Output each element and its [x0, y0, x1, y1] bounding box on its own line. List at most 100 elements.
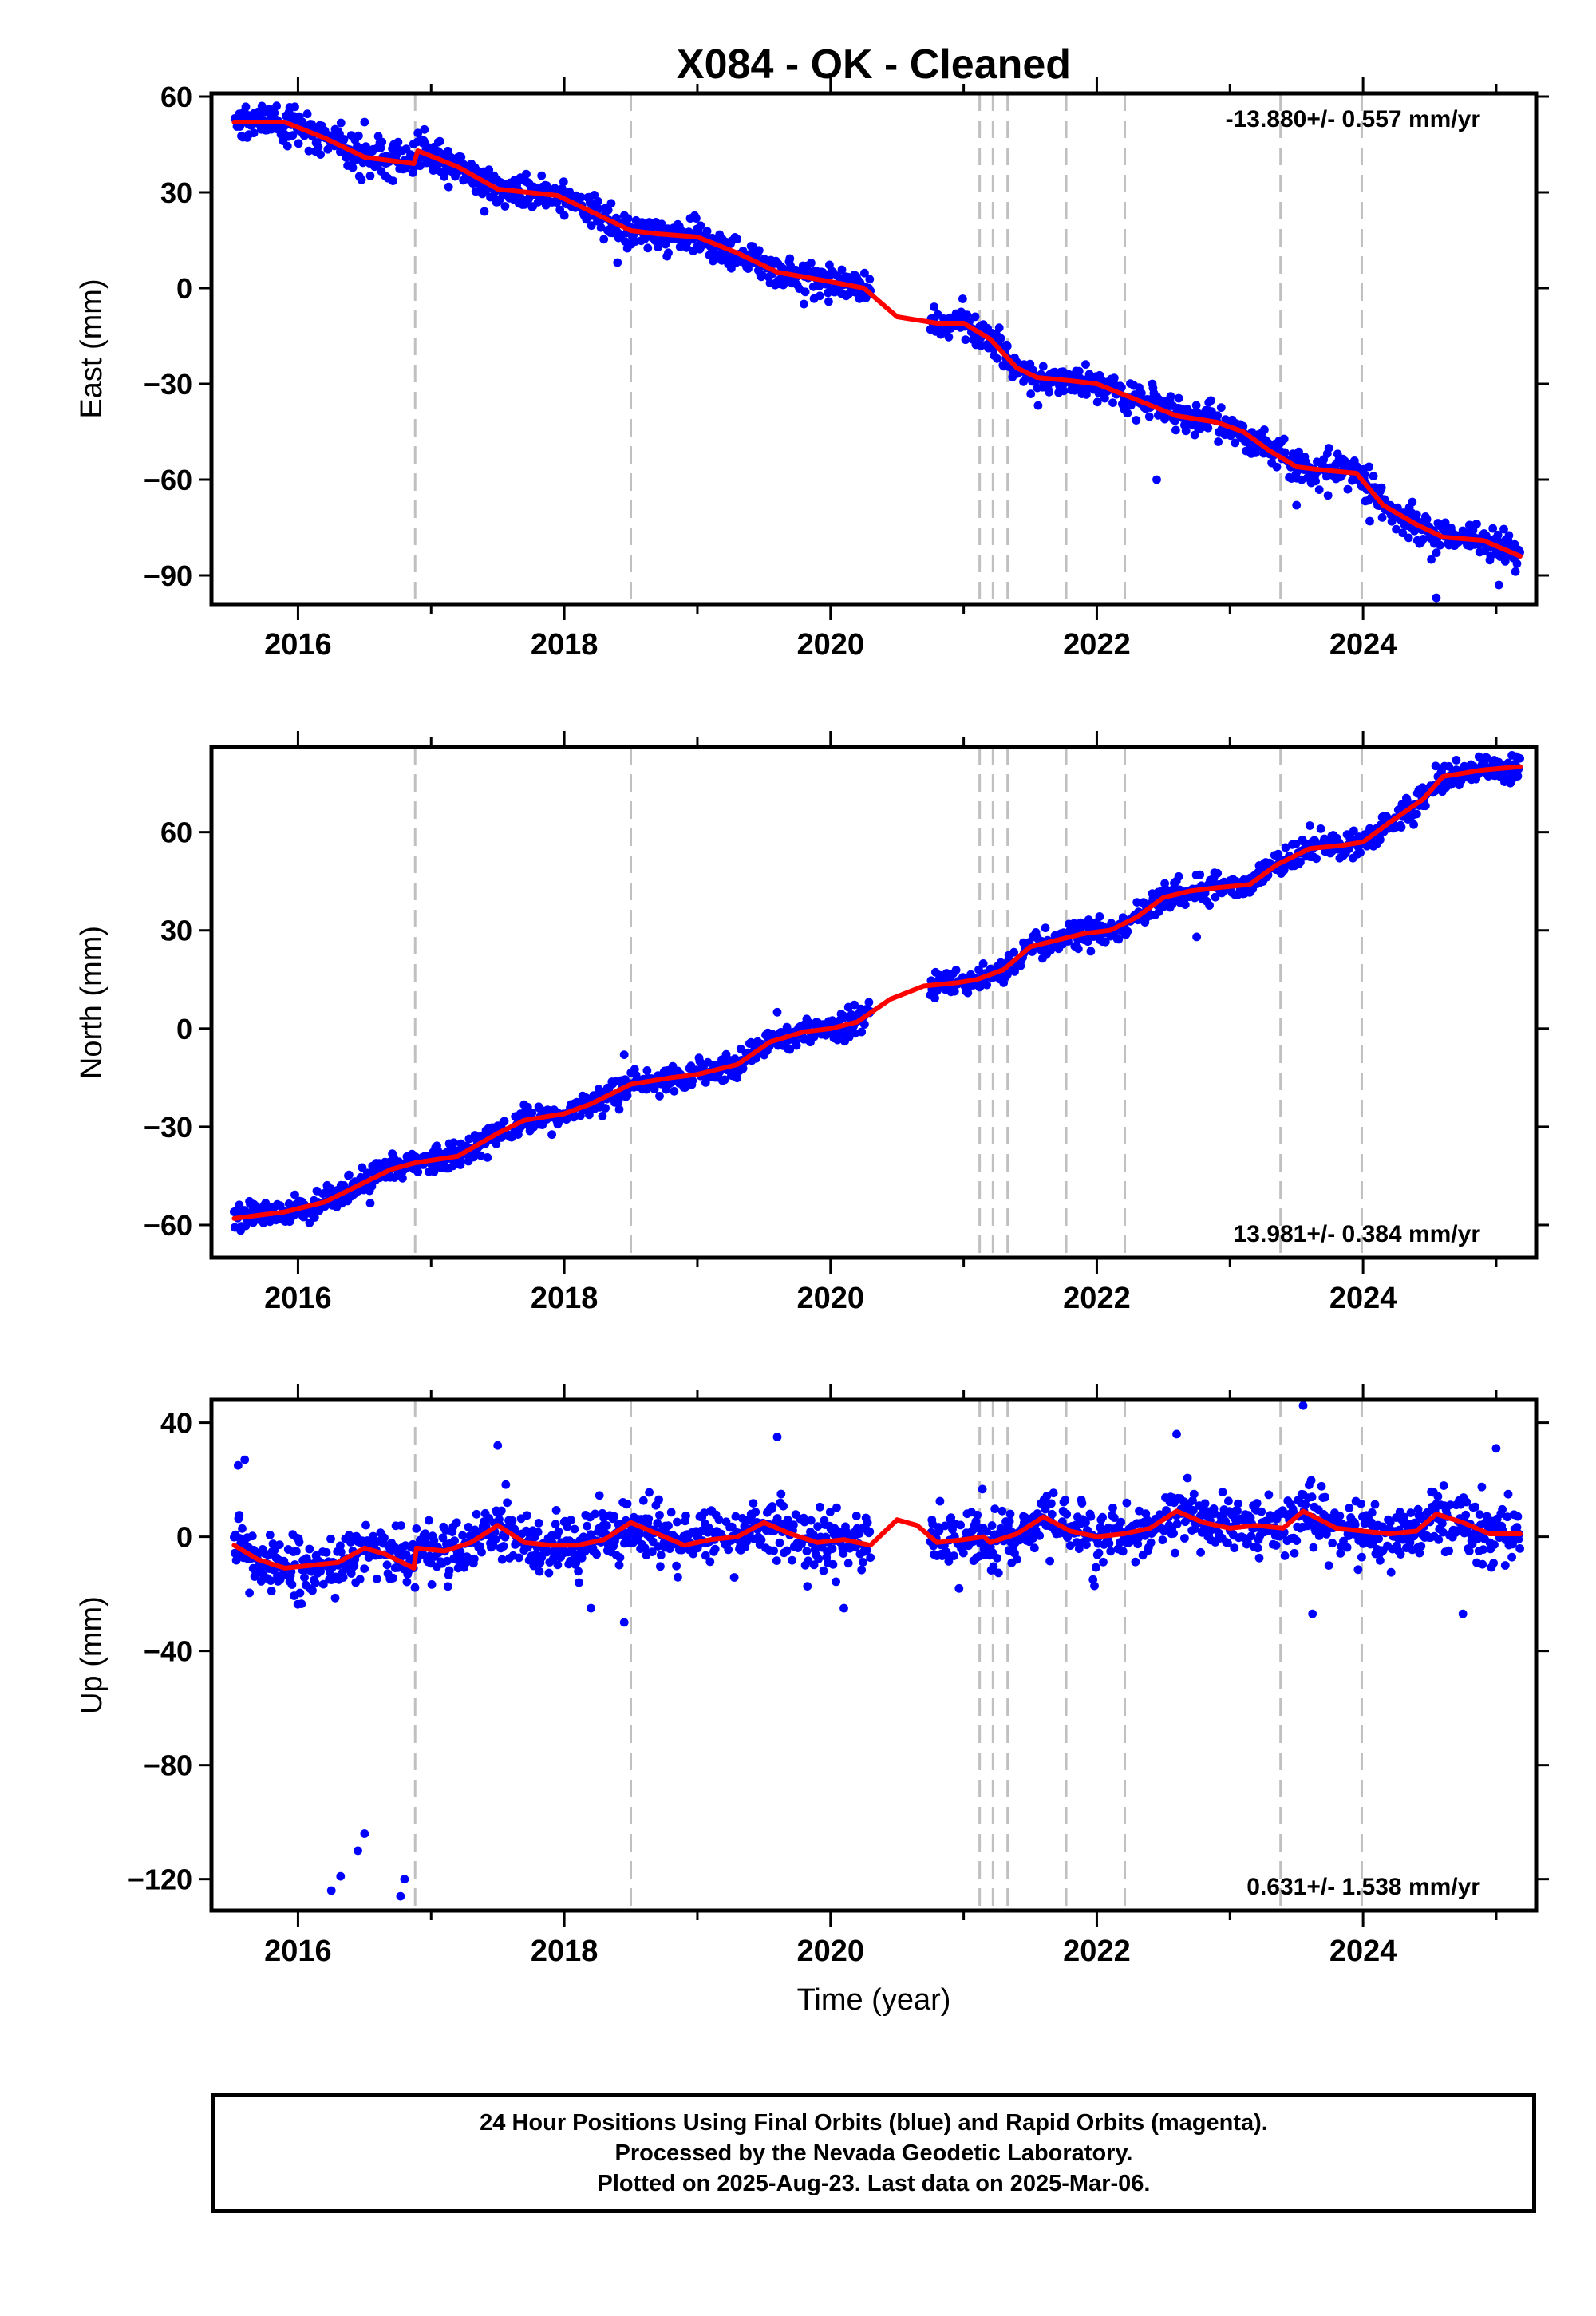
up-data-point — [1108, 1504, 1117, 1512]
up-data-point — [1169, 1529, 1178, 1538]
north-y-axis-label: North (mm) — [75, 926, 109, 1079]
east-data-point — [420, 124, 429, 134]
up-data-point — [862, 1546, 871, 1555]
east-data-point — [1324, 444, 1333, 453]
east-data-point — [785, 254, 795, 263]
east-data-point — [552, 198, 562, 207]
up-data-point — [769, 1546, 778, 1555]
up-data-point — [300, 1573, 309, 1582]
north-data-point — [1420, 801, 1430, 811]
up-data-point — [944, 1557, 954, 1566]
up-data-point — [672, 1561, 681, 1571]
east-data-point — [1432, 548, 1441, 558]
up-data-point — [477, 1547, 486, 1557]
east-data-point — [1404, 533, 1413, 543]
up-data-point — [1321, 1492, 1329, 1502]
up-data-point — [982, 1527, 991, 1536]
up-data-point — [1512, 1523, 1522, 1532]
east-data-point — [1412, 510, 1421, 520]
north-data-point — [1100, 937, 1110, 947]
east-data-point — [1123, 409, 1132, 418]
up-data-point — [575, 1578, 583, 1587]
up-data-point — [1158, 1535, 1167, 1545]
up-data-point — [1221, 1517, 1231, 1526]
up-data-point — [472, 1509, 481, 1519]
east-data-point — [1512, 559, 1522, 568]
up-data-point — [297, 1599, 306, 1608]
up-data-point — [1292, 1536, 1302, 1545]
up-data-point — [1462, 1497, 1472, 1507]
east-data-point — [1171, 425, 1180, 435]
up-data-point — [514, 1553, 523, 1563]
up-data-point — [305, 1544, 314, 1554]
north-data-point — [527, 1109, 537, 1117]
up-data-point — [544, 1568, 554, 1578]
north-outlier-point — [1452, 756, 1461, 765]
east-data-point — [282, 141, 292, 151]
up-data-point — [1029, 1534, 1037, 1543]
east-data-point — [594, 196, 602, 206]
east-data-point — [594, 204, 603, 214]
up-data-point — [1444, 1546, 1453, 1555]
up-data-point — [427, 1580, 437, 1589]
north-data-point — [851, 1029, 859, 1038]
up-data-point — [1188, 1496, 1197, 1505]
up-data-point — [318, 1579, 328, 1589]
north-data-point — [305, 1218, 314, 1227]
up-outlier-point — [1458, 1609, 1468, 1618]
east-y-tick-label: −90 — [144, 559, 192, 592]
north-outlier-point — [1165, 903, 1175, 912]
up-data-point — [1005, 1509, 1015, 1519]
up-data-point — [1386, 1567, 1396, 1577]
up-data-point — [863, 1518, 872, 1528]
up-data-point — [1342, 1543, 1352, 1552]
up-data-point — [1498, 1504, 1507, 1514]
north-data-point — [1195, 870, 1205, 879]
up-data-point — [816, 1502, 824, 1512]
east-data-point — [623, 214, 633, 223]
north-data-point — [598, 1112, 607, 1120]
footer-info-box: 24 Hour Positions Using Final Orbits (bl… — [211, 2093, 1536, 2213]
up-data-point — [591, 1509, 600, 1519]
up-data-point — [673, 1517, 681, 1527]
up-outlier-point — [400, 1875, 409, 1884]
up-data-point — [1438, 1519, 1447, 1528]
north-data-point — [1312, 854, 1321, 864]
up-data-point — [828, 1559, 838, 1569]
north-outlier-point — [772, 1007, 782, 1017]
east-data-point — [1408, 497, 1417, 507]
up-data-point — [1253, 1543, 1262, 1553]
up-data-point — [438, 1533, 448, 1543]
up-outlier-point — [360, 1829, 369, 1838]
north-data-point — [1086, 947, 1096, 956]
up-outlier-point — [396, 1891, 405, 1901]
up-data-point — [994, 1568, 1003, 1578]
up-data-point — [1246, 1531, 1256, 1541]
east-data-point — [1109, 373, 1119, 382]
east-data-point — [1117, 383, 1126, 392]
up-data-point — [1254, 1553, 1264, 1563]
up-data-point — [267, 1587, 276, 1595]
east-data-point — [807, 259, 816, 267]
north-data-point — [950, 986, 959, 996]
up-data-point — [1230, 1543, 1239, 1553]
up-data-point — [946, 1513, 956, 1522]
up-data-point — [1464, 1547, 1474, 1556]
up-data-point — [714, 1515, 724, 1524]
up-data-point — [1094, 1548, 1104, 1558]
up-data-point — [294, 1537, 304, 1547]
east-data-point — [1100, 393, 1109, 403]
east-data-point — [587, 221, 596, 231]
up-data-point — [369, 1531, 378, 1541]
east-data-point — [1238, 421, 1248, 431]
east-data-point — [1192, 408, 1202, 417]
east-data-point — [249, 128, 259, 138]
east-outlier-point — [480, 207, 489, 216]
east-data-point — [993, 354, 1001, 363]
up-data-point — [570, 1524, 579, 1534]
up-x-tick-label: 2024 — [1329, 1935, 1397, 1968]
north-y-tick-label: 0 — [176, 1013, 192, 1045]
up-data-point — [535, 1567, 544, 1576]
up-data-point — [1116, 1517, 1125, 1527]
east-y-tick-label: 0 — [176, 272, 192, 305]
